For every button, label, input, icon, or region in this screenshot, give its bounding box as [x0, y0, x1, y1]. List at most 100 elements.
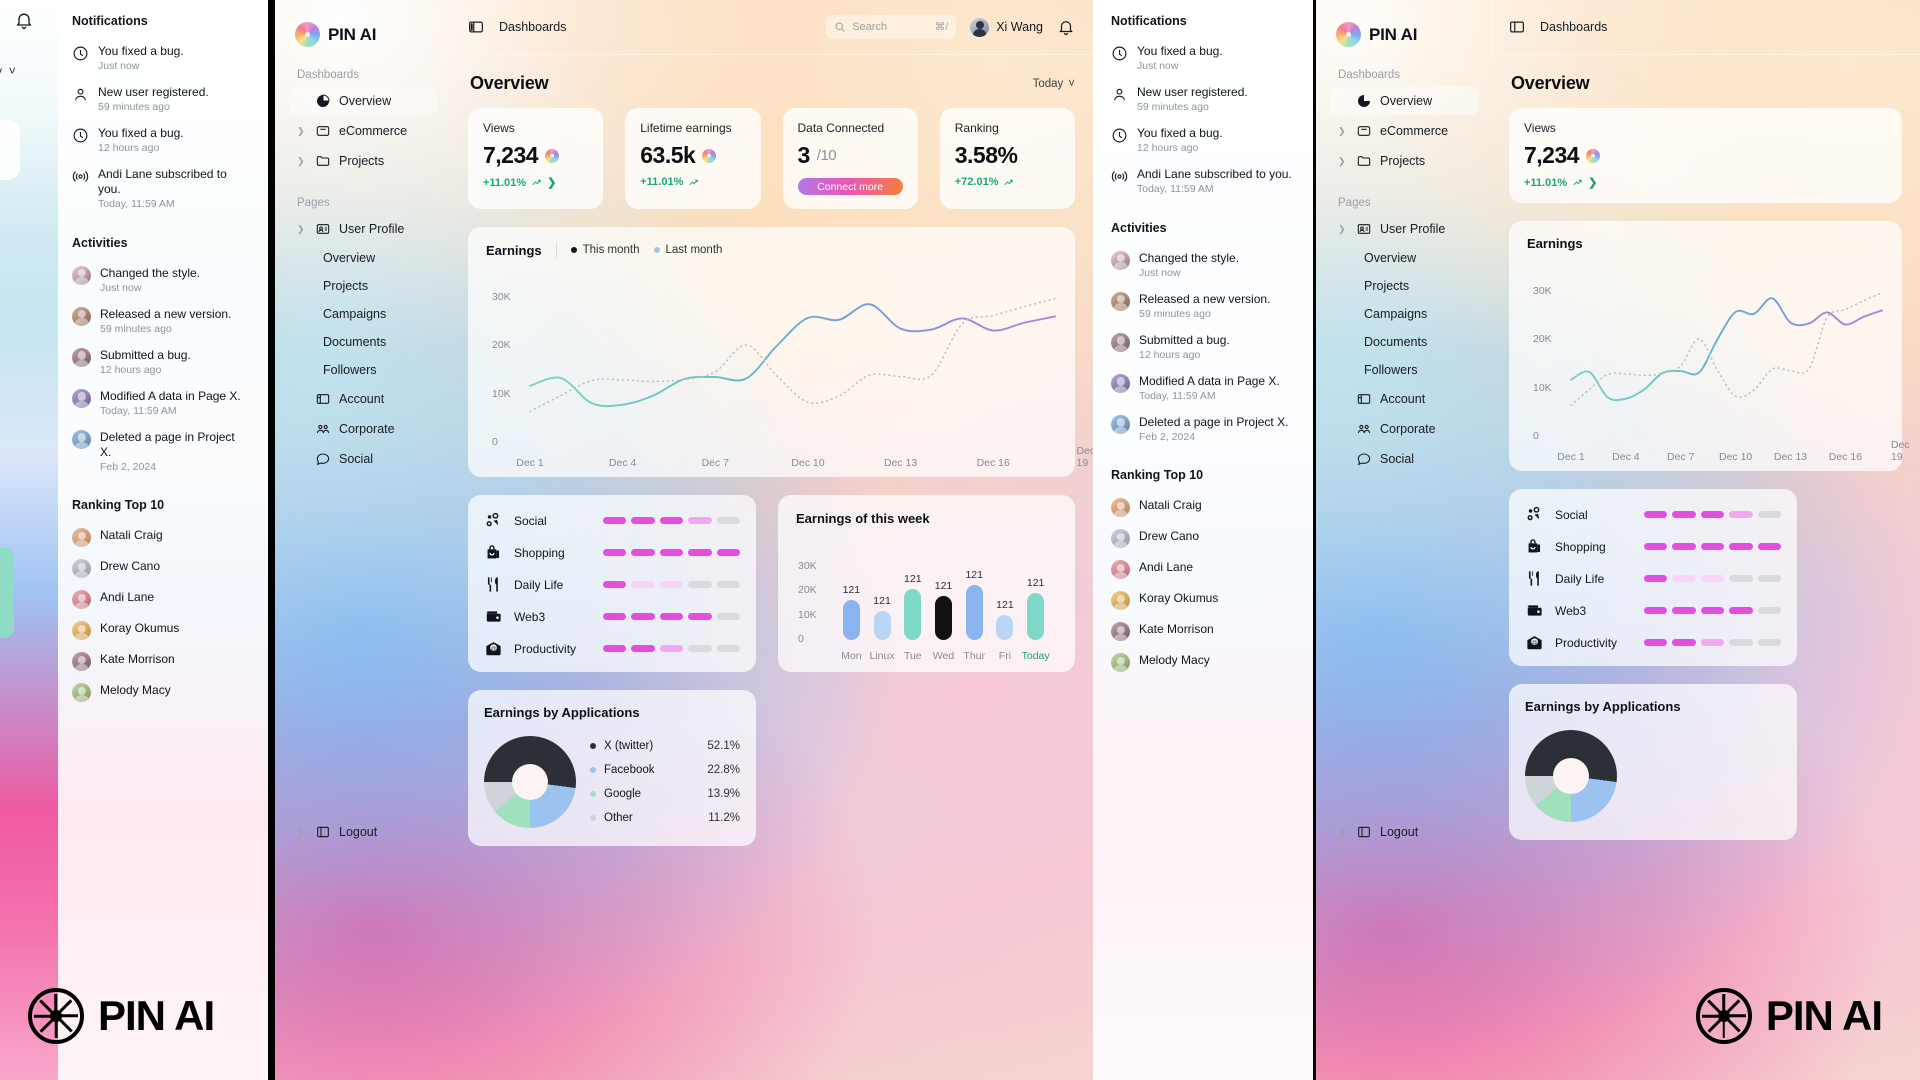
ranking-item[interactable]: Koray Okumus [1107, 585, 1299, 616]
search-input[interactable]: Search ⌘/ [826, 15, 957, 39]
legend-row[interactable]: Facebook 22.8% [590, 764, 740, 776]
notification-item[interactable]: You fixed a bug. 12 hours ago [68, 120, 254, 161]
date-range-dropdown[interactable]: Today ˅ [1033, 78, 1075, 90]
sidebar-item-overview[interactable]: Overview [289, 87, 438, 115]
sidebar-item-social[interactable]: Social [1330, 445, 1479, 473]
sidebar-item-documents[interactable]: Documents [289, 329, 438, 355]
ranking-item[interactable]: Koray Okumus [68, 615, 254, 646]
activity-item[interactable]: Submitted a bug. 12 hours ago [1107, 327, 1299, 368]
category-row[interactable]: @ Productivity [484, 639, 741, 658]
activity-item[interactable]: Changed the style. Just now [68, 260, 254, 301]
activity-item[interactable]: Modified A data in Page X. Today, 11:59 A… [1107, 368, 1299, 409]
activity-item[interactable]: Released a new version. 59 minutes ago [68, 301, 254, 342]
sidebar-item-corporate[interactable]: Corporate [1330, 415, 1479, 443]
sidebar-item-user-profile[interactable]: ❯ User Profile [289, 215, 438, 243]
category-row[interactable]: Shopping [484, 543, 741, 562]
activity-item[interactable]: Modified A data in Page X. Today, 11:59 A… [68, 383, 254, 424]
bar[interactable] [935, 596, 952, 640]
stat-card-lifetime-earnings[interactable]: Lifetime earnings 63.5k +11.01% [625, 108, 761, 209]
bell-icon-partial[interactable] [0, 10, 40, 36]
category-row[interactable]: Daily Life [484, 575, 741, 594]
sidebar-item-user-profile[interactable]: ❯ User Profile [1330, 215, 1479, 243]
stat-card-data-connected[interactable]: Data Connected 3/10 Connect more [782, 108, 918, 209]
category-row[interactable]: Social [1525, 505, 1782, 524]
activity-item[interactable]: Released a new version. 59 minutes ago [1107, 286, 1299, 327]
bar[interactable] [965, 585, 983, 640]
sidebar-item-projects-sub[interactable]: Projects [289, 273, 438, 299]
ranking-item[interactable]: Drew Cano [68, 553, 254, 584]
ranking-item[interactable]: Drew Cano [1107, 523, 1299, 554]
stat-card-ranking[interactable]: Ranking 3.58% +72.01% [939, 108, 1075, 209]
sidebar-item-projects[interactable]: ❯ Projects [1330, 147, 1479, 175]
notification-item[interactable]: Andi Lane subscribed to you. Today, 11:59… [68, 161, 254, 217]
breadcrumb[interactable]: Dashboards [1540, 20, 1608, 34]
ranking-item[interactable]: Melody Macy [1107, 647, 1299, 678]
sidebar-toggle-icon[interactable] [1508, 18, 1526, 36]
notification-item[interactable]: New user registered. 59 minutes ago [68, 79, 254, 120]
sidebar-item-overview-sub[interactable]: Overview [1330, 245, 1479, 271]
connect-more-button[interactable]: Connect more [797, 178, 903, 195]
legend-row[interactable]: Google 13.9% [590, 788, 740, 800]
ranking-item[interactable]: Natali Craig [68, 522, 254, 553]
activity-item[interactable]: Deleted a page in Project X. Feb 2, 2024 [1107, 409, 1299, 450]
ranking-item[interactable]: Kate Morrison [1107, 616, 1299, 647]
notification-item[interactable]: You fixed a bug. Just now [1107, 38, 1299, 79]
today-dropdown-partial[interactable]: Today ˅ [0, 64, 16, 78]
bar[interactable] [996, 615, 1014, 640]
category-row[interactable]: Shopping [1525, 537, 1782, 556]
brand-logo[interactable]: PIN AI [1336, 22, 1479, 47]
sidebar-item-overview-sub[interactable]: Overview [289, 245, 438, 271]
ranking-item[interactable]: Kate Morrison [68, 646, 254, 677]
category-row[interactable]: Web3 [1525, 601, 1782, 620]
ranking-item[interactable]: Andi Lane [68, 584, 254, 615]
ranking-item[interactable]: Andi Lane [1107, 554, 1299, 585]
activity-item[interactable]: Changed the style. Just now [1107, 245, 1299, 286]
breadcrumb[interactable]: Dashboards [499, 20, 567, 34]
sidebar-item-account[interactable]: Account [289, 385, 438, 413]
sidebar-item-logout[interactable]: ❯ Logout [289, 818, 385, 846]
sidebar-item-corporate[interactable]: Corporate [289, 415, 438, 443]
legend-last-month[interactable]: Last month [653, 244, 722, 256]
chevron-right-icon[interactable]: ❯ [547, 177, 557, 189]
category-row[interactable]: @ Productivity [1525, 633, 1782, 652]
sidebar-item-campaigns[interactable]: Campaigns [289, 301, 438, 327]
category-row[interactable]: Web3 [484, 607, 741, 626]
bell-icon[interactable] [1057, 18, 1075, 36]
sidebar-item-account[interactable]: Account [1330, 385, 1479, 413]
sidebar-item-ecommerce[interactable]: ❯ eCommerce [1330, 117, 1479, 145]
ranking-item[interactable]: Natali Craig [1107, 492, 1299, 523]
user-menu[interactable]: Xi Wang [970, 17, 1043, 37]
notification-item[interactable]: You fixed a bug. Just now [68, 38, 254, 79]
x-axis-tick: Dec 19 [1076, 445, 1093, 469]
sidebar-item-projects-sub[interactable]: Projects [1330, 273, 1479, 299]
category-row[interactable]: Daily Life [1525, 569, 1782, 588]
notification-item[interactable]: Andi Lane subscribed to you. Today, 11:59… [1107, 161, 1299, 202]
sidebar-toggle-icon[interactable] [467, 18, 485, 36]
category-row[interactable]: Social [484, 511, 741, 530]
sidebar-item-documents[interactable]: Documents [1330, 329, 1479, 355]
stat-card-views[interactable]: Views 7,234 +11.01% ❯ [1509, 108, 1902, 203]
activity-item[interactable]: Submitted a bug. 12 hours ago [68, 342, 254, 383]
legend-row[interactable]: Other 11.2% [590, 812, 740, 824]
ranking-item[interactable]: Melody Macy [68, 677, 254, 708]
sidebar-item-logout[interactable]: ❯ Logout [1330, 818, 1426, 846]
activity-item[interactable]: Deleted a page in Project X. Feb 2, 2024 [68, 424, 254, 480]
sidebar-item-social[interactable]: Social [289, 445, 438, 473]
sidebar-item-followers[interactable]: Followers [1330, 357, 1479, 383]
bar[interactable] [873, 611, 891, 640]
sidebar-item-followers[interactable]: Followers [289, 357, 438, 383]
sidebar-item-ecommerce[interactable]: ❯ eCommerce [289, 117, 438, 145]
legend-this-month[interactable]: This month [570, 244, 640, 256]
bar[interactable] [1027, 592, 1045, 640]
chevron-right-icon[interactable]: ❯ [1588, 177, 1598, 189]
brand-logo[interactable]: PIN AI [295, 22, 438, 47]
bar[interactable] [842, 599, 860, 640]
notification-item[interactable]: You fixed a bug. 12 hours ago [1107, 120, 1299, 161]
bar[interactable] [904, 589, 922, 640]
notification-item[interactable]: New user registered. 59 minutes ago [1107, 79, 1299, 120]
stat-card-views[interactable]: Views 7,234 +11.01% ❯ [468, 108, 604, 209]
sidebar-item-projects[interactable]: ❯ Projects [289, 147, 438, 175]
legend-row[interactable]: X (twitter) 52.1% [590, 740, 740, 752]
sidebar-item-campaigns[interactable]: Campaigns [1330, 301, 1479, 327]
sidebar-item-overview[interactable]: Overview [1330, 87, 1479, 115]
